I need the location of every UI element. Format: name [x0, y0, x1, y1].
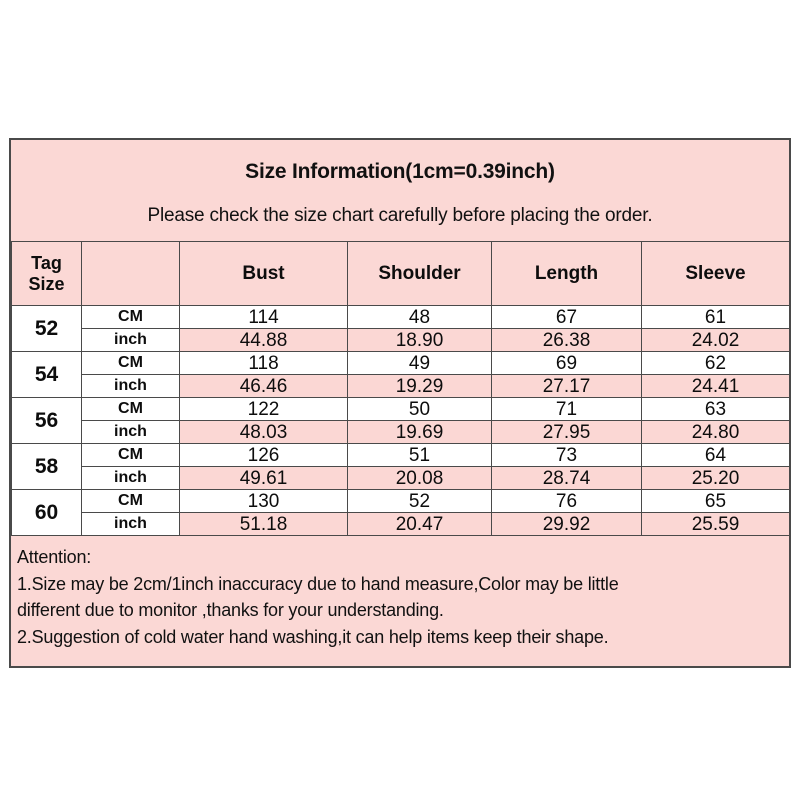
unit-label-cm: CM [81, 489, 180, 513]
bust-inch-value: 51.18 [179, 512, 348, 536]
sleeve-inch-value: 24.02 [641, 328, 789, 352]
shoulder-inch-value: 20.08 [347, 466, 492, 490]
length-inch-value: 28.74 [491, 466, 642, 490]
table-row: 58 CM 126 51 73 64 [11, 443, 789, 490]
shoulder-cm-value: 48 [347, 305, 492, 329]
length-cm-value: 76 [491, 489, 642, 513]
table-body: 52 CM 114 48 67 61 inch 44.88 18.90 26.3… [11, 305, 789, 536]
length-inch-value: 26.38 [491, 328, 642, 352]
tag-size-cell: 58 [11, 443, 82, 490]
table-row: inch 44.88 18.90 26.38 24.02 [12, 328, 789, 352]
table-header-row: Tag Size Bust Shoulder Length Sleeve [11, 241, 789, 306]
chart-subtitle: Please check the size chart carefully be… [147, 205, 653, 226]
table-row: 52 CM 114 48 67 61 [11, 305, 789, 352]
bust-inch-value: 49.61 [179, 466, 348, 490]
tag-size-cell: 56 [11, 397, 82, 444]
unit-label-inch: inch [81, 328, 180, 352]
attention-line-1: 1.Size may be 2cm/1inch inaccuracy due t… [17, 573, 619, 594]
unit-label-inch: inch [81, 512, 180, 536]
unit-label-inch: inch [81, 420, 180, 444]
column-header-length: Length [491, 241, 642, 306]
sleeve-cm-value: 61 [641, 305, 789, 329]
bust-cm-value: 126 [179, 443, 348, 467]
table-row: 56 CM 122 50 71 63 [11, 397, 789, 444]
sleeve-inch-value: 25.20 [641, 466, 789, 490]
unit-label-cm: CM [81, 397, 180, 421]
attention-heading: Attention: [17, 547, 92, 567]
length-inch-value: 27.17 [491, 374, 642, 398]
column-header-sleeve: Sleeve [641, 241, 789, 306]
unit-label-inch: inch [81, 466, 180, 490]
length-inch-value: 27.95 [491, 420, 642, 444]
shoulder-inch-value: 19.69 [347, 420, 492, 444]
bust-cm-value: 118 [179, 351, 348, 375]
table-row: inch 46.46 19.29 27.17 24.41 [12, 374, 789, 398]
table-row: inch 48.03 19.69 27.95 24.80 [12, 420, 789, 444]
column-header-bust: Bust [179, 241, 348, 306]
shoulder-cm-value: 49 [347, 351, 492, 375]
table-row: 60 CM 130 52 76 65 [11, 489, 789, 536]
unit-label-cm: CM [81, 443, 180, 467]
sleeve-inch-value: 25.59 [641, 512, 789, 536]
sleeve-cm-value: 64 [641, 443, 789, 467]
unit-label-cm: CM [81, 305, 180, 329]
bust-inch-value: 46.46 [179, 374, 348, 398]
sleeve-cm-value: 62 [641, 351, 789, 375]
bust-cm-value: 114 [179, 305, 348, 329]
bust-cm-value: 130 [179, 489, 348, 513]
unit-label-cm: CM [81, 351, 180, 375]
length-cm-value: 69 [491, 351, 642, 375]
table-row: inch 51.18 20.47 29.92 25.59 [12, 512, 789, 536]
chart-header: Size Information(1cm=0.39inch) Please ch… [11, 140, 789, 241]
bust-inch-value: 44.88 [179, 328, 348, 352]
size-chart-card: Size Information(1cm=0.39inch) Please ch… [9, 138, 791, 668]
table-header: Tag Size Bust Shoulder Length Sleeve [11, 241, 789, 306]
page-title: Size Information(1cm=0.39inch) [245, 160, 555, 183]
sleeve-cm-value: 63 [641, 397, 789, 421]
shoulder-cm-value: 52 [347, 489, 492, 513]
tag-size-cell: 60 [11, 489, 82, 536]
tag-size-cell: 52 [11, 305, 82, 352]
attention-block: Attention: 1.Size may be 2cm/1inch inacc… [11, 536, 789, 657]
length-cm-value: 71 [491, 397, 642, 421]
shoulder-cm-value: 50 [347, 397, 492, 421]
bust-cm-value: 122 [179, 397, 348, 421]
shoulder-inch-value: 18.90 [347, 328, 492, 352]
length-inch-value: 29.92 [491, 512, 642, 536]
column-header-unit [81, 241, 180, 306]
column-header-tag-size: Tag Size [11, 241, 82, 306]
table-row: 54 CM 118 49 69 62 [11, 351, 789, 398]
table-row: inch 49.61 20.08 28.74 25.20 [12, 466, 789, 490]
sleeve-inch-value: 24.80 [641, 420, 789, 444]
tag-size-label-line2: Size [28, 273, 65, 294]
attention-line-3: 2.Suggestion of cold water hand washing,… [17, 626, 609, 647]
shoulder-cm-value: 51 [347, 443, 492, 467]
length-cm-value: 73 [491, 443, 642, 467]
shoulder-inch-value: 19.29 [347, 374, 492, 398]
length-cm-value: 67 [491, 305, 642, 329]
sleeve-cm-value: 65 [641, 489, 789, 513]
bust-inch-value: 48.03 [179, 420, 348, 444]
attention-line-2: different due to monitor ,thanks for you… [17, 600, 444, 621]
column-header-shoulder: Shoulder [347, 241, 492, 306]
tag-size-label-line1: Tag [31, 253, 62, 274]
unit-label-inch: inch [81, 374, 180, 398]
shoulder-inch-value: 20.47 [347, 512, 492, 536]
sleeve-inch-value: 24.41 [641, 374, 789, 398]
size-table: Tag Size Bust Shoulder Length Sleeve 52 … [11, 241, 789, 536]
tag-size-cell: 54 [11, 351, 82, 398]
